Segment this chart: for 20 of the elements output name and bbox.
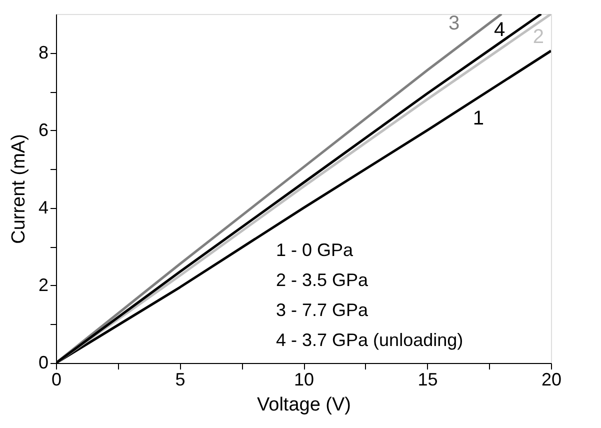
annotation: 3 - 7.7 GPa: [276, 300, 370, 320]
x-axis-title: Voltage (V): [257, 394, 351, 416]
x-tick-label: 20: [541, 370, 562, 390]
y-tick-label: 2: [38, 274, 48, 295]
y-tick-label: 4: [38, 197, 48, 218]
annotation: 2 - 3.5 GPa: [276, 270, 370, 290]
y-tick-label: 8: [38, 42, 48, 62]
y-tick-label: 6: [38, 120, 48, 140]
y-tick-label: 0: [38, 352, 48, 372]
series-label: 1: [472, 107, 484, 130]
x-tick-label: 5: [175, 370, 186, 390]
x-tick-label: 10: [294, 370, 314, 390]
annotation: 1 - 0 GPa: [276, 240, 354, 260]
y-axis-title: Current (mA): [8, 134, 30, 244]
series-label: 2: [532, 26, 544, 48]
x-tick-label: 0: [51, 370, 62, 390]
series-label: 3: [448, 12, 460, 34]
x-tick-label: 15: [418, 370, 438, 390]
annotation: 4 - 3.7 GPa (unloading): [276, 330, 464, 350]
series-label: 4: [494, 18, 506, 41]
